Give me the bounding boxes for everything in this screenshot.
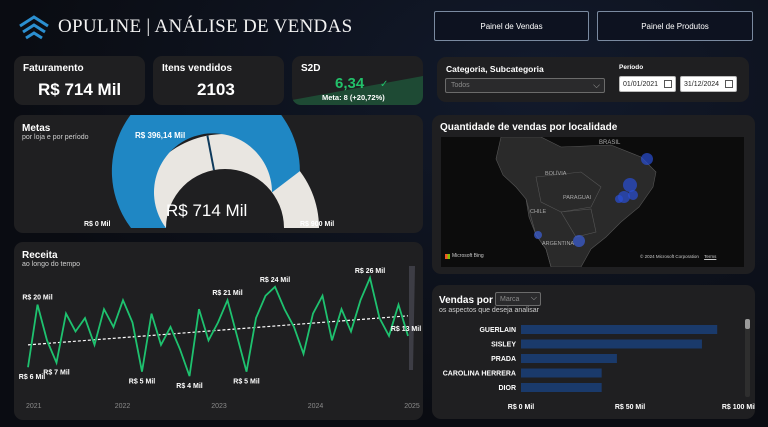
calendar-icon[interactable] xyxy=(664,80,672,88)
gauge-min-label: R$ 0 Mil xyxy=(84,221,111,228)
map-label-chile: CHILE xyxy=(530,209,547,215)
kpi-faturamento-value: R$ 714 Mil xyxy=(38,80,122,99)
map-area[interactable]: BRASIL BOLÍVIA PARAGUAI CHILE ARGENTINA … xyxy=(441,137,744,267)
kpi-itens-card: Itens vendidos 2103 xyxy=(153,56,284,105)
vendas-subtitle: os aspectos que deseja analisar xyxy=(439,307,540,314)
map-terms-link[interactable]: Terms xyxy=(704,254,717,259)
nav-button-painel-produtos[interactable]: Painel de Produtos xyxy=(597,11,753,41)
receita-card: Receita ao longo do tempo R$ 6 Mil R$ 20 … xyxy=(14,242,423,420)
vendas-category-label: GUERLAIN xyxy=(479,327,516,334)
vendas-bar[interactable] xyxy=(521,383,602,392)
receita-x-tick: 2021 xyxy=(26,403,42,410)
vendas-scrollbar[interactable] xyxy=(745,319,750,397)
map-label-paraguai: PARAGUAI xyxy=(563,195,592,201)
vendas-x-tick: R$ 50 Mil xyxy=(615,404,645,411)
vendas-category-label: CAROLINA HERRERA xyxy=(443,371,516,378)
start-date-value: 01/01/2021 xyxy=(623,81,659,88)
vendas-bar[interactable] xyxy=(521,325,718,334)
forecast-band xyxy=(409,266,415,370)
filter-periodo-label: Período xyxy=(619,64,644,71)
map-label-brasil: BRASIL xyxy=(599,140,621,146)
nav-button-painel-vendas[interactable]: Painel de Vendas xyxy=(434,11,589,41)
vendas-title: Vendas por xyxy=(439,295,493,306)
metas-gauge xyxy=(111,115,319,228)
receita-x-tick: 2025 xyxy=(404,403,420,410)
filters-card: Categoria, Subcategoria Todos ⌵ Período … xyxy=(437,57,749,102)
receita-subtitle: ao longo do tempo xyxy=(22,261,80,268)
bing-logo: Microsoft Bing xyxy=(445,253,484,259)
vendas-dropdown-value: Marca xyxy=(500,296,520,303)
map-title: Quantidade de vendas por localidade xyxy=(440,122,618,133)
receita-title: Receita xyxy=(22,250,58,261)
vendas-bar[interactable] xyxy=(521,368,602,378)
kpi-faturamento-label: Faturamento xyxy=(23,63,84,74)
vendas-category-label: DIOR xyxy=(499,385,517,392)
receita-x-tick: 2024 xyxy=(308,403,324,410)
receita-point-label: R$ 5 Mil xyxy=(129,379,156,386)
logo-icon xyxy=(19,15,49,40)
map-shapes xyxy=(495,137,657,267)
chevron-down-icon: ⌵ xyxy=(530,293,537,302)
vendas-category-label: PRADA xyxy=(491,356,516,363)
receita-x-tick: 2023 xyxy=(211,403,227,410)
kpi-itens-label: Itens vendidos xyxy=(162,63,233,74)
vendas-scrollbar-thumb[interactable] xyxy=(745,319,750,329)
vendas-x-tick: R$ 0 Mil xyxy=(508,404,535,411)
filter-categoria-value: Todos xyxy=(451,82,470,89)
page-title: OPULINE | ANÁLISE DE VENDAS xyxy=(58,16,353,37)
metas-subtitle: por loja e por período xyxy=(22,134,89,141)
vendas-category-label: SISLEY xyxy=(491,342,516,349)
map-card: Quantidade de vendas por localidade BRAS… xyxy=(432,115,755,274)
kpi-itens-value: 2103 xyxy=(197,80,235,99)
receita-point-label: R$ 20 Mil xyxy=(22,295,52,302)
vendas-x-tick: R$ 100 Mil xyxy=(722,404,755,411)
map-copyright-text: © 2024 Microsoft Corporation xyxy=(640,254,699,259)
receita-point-label: R$ 13 Mil xyxy=(391,326,421,333)
end-date-input[interactable]: 31/12/2024 xyxy=(680,76,737,92)
kpi-faturamento-card: Faturamento R$ 714 Mil xyxy=(14,56,145,105)
kpi-s2d-card: S2D 6,34 ✓ Meta: 8 (+20,72%) xyxy=(292,56,423,105)
gauge-max-label: R$ 900 Mil xyxy=(300,221,335,228)
map-label-bolivia: BOLÍVIA xyxy=(545,171,567,177)
kpi-s2d-meta: Meta: 8 (+20,72%) xyxy=(322,93,385,102)
check-icon: ✓ xyxy=(380,79,389,90)
vendas-bar[interactable] xyxy=(521,339,702,349)
gauge-target-label: R$ 396,14 Mil xyxy=(135,131,186,140)
receita-point-label: R$ 21 Mil xyxy=(212,290,242,297)
map-copyright: © 2024 Microsoft Corporation Terms xyxy=(640,254,716,259)
vendas-card: Vendas por Marca ⌵ os aspectos que desej… xyxy=(432,285,755,419)
calendar-icon[interactable] xyxy=(725,80,733,88)
metas-card: Metas por loja e por período R$ 396,14 M… xyxy=(14,115,423,233)
receita-x-tick: 2022 xyxy=(115,403,131,410)
vendas-bar[interactable] xyxy=(521,354,617,363)
trend-line xyxy=(27,315,409,346)
receita-point-label: R$ 7 Mil xyxy=(43,370,70,377)
receita-point-label: R$ 5 Mil xyxy=(233,379,260,386)
kpi-s2d-value: 6,34 xyxy=(335,75,365,92)
kpi-s2d-label: S2D xyxy=(301,63,321,74)
bing-text: Microsoft Bing xyxy=(452,253,484,259)
vendas-dimension-dropdown[interactable]: Marca ⌵ xyxy=(495,292,541,306)
metas-title: Metas xyxy=(22,123,51,134)
start-date-input[interactable]: 01/01/2021 xyxy=(619,76,676,92)
gauge-fill xyxy=(111,115,300,228)
filter-categoria-select[interactable]: Todos ⌵ xyxy=(445,78,605,93)
receita-point-label: R$ 6 Mil xyxy=(19,374,46,381)
receita-line-chart: R$ 6 Mil R$ 20 Mil R$ 7 Mil R$ 5 Mil R$ 4 Mi… xyxy=(19,266,421,410)
vendas-bar-chart: GUERLAIN SISLEY PRADA CAROLINA HERRERA DIOR R… xyxy=(443,325,755,411)
receita-point-label: R$ 24 Mil xyxy=(260,277,290,284)
kpi-s2d-sparkline xyxy=(292,76,423,105)
map-label-argentina: ARGENTINA xyxy=(542,241,575,247)
receita-point-label: R$ 26 Mil xyxy=(355,268,385,275)
receita-point-label: R$ 4 Mil xyxy=(176,383,203,390)
end-date-value: 31/12/2024 xyxy=(684,81,720,88)
gauge-target-marker xyxy=(206,135,215,171)
filter-categoria-label: Categoria, Subcategoria xyxy=(446,64,544,74)
gauge-value-label: R$ 714 Mil xyxy=(166,201,248,220)
microsoft-icon xyxy=(445,253,450,259)
chevron-down-icon: ⌵ xyxy=(593,80,600,90)
